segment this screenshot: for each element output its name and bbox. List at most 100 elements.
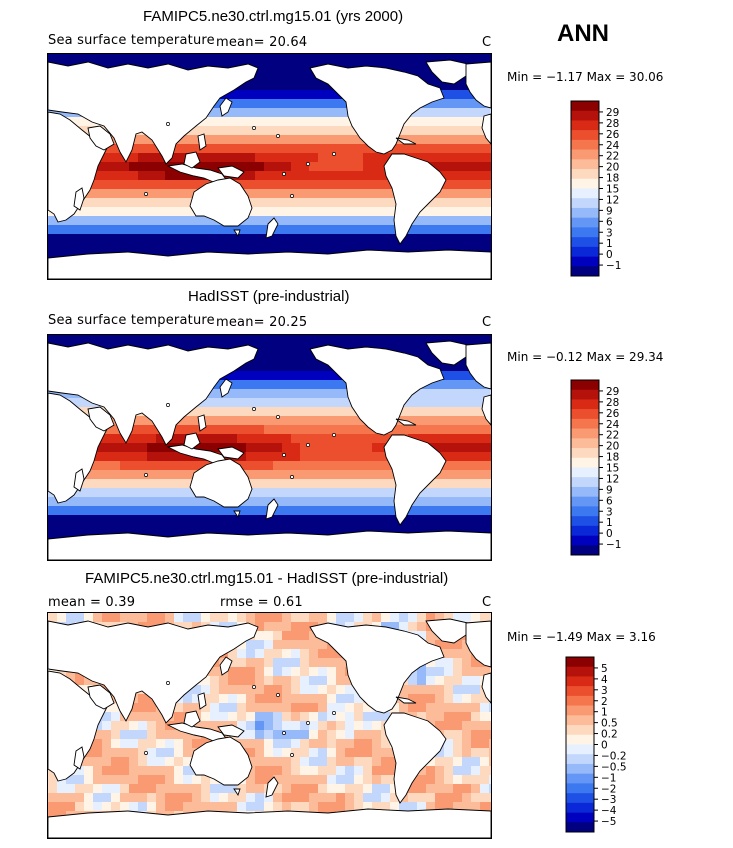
island-land xyxy=(166,122,170,126)
ocean-cell xyxy=(417,207,427,217)
ocean-cell xyxy=(102,802,112,812)
ocean-cell xyxy=(471,407,481,417)
ocean-cell xyxy=(48,515,58,525)
ocean-cell xyxy=(192,524,202,534)
ocean-cell xyxy=(255,198,265,208)
ocean-cell xyxy=(120,748,130,758)
ocean-cell xyxy=(201,434,211,444)
ocean-cell xyxy=(453,658,463,668)
island-land xyxy=(166,681,170,685)
ocean-cell xyxy=(300,775,310,785)
ocean-cell xyxy=(129,488,139,498)
ocean-cell xyxy=(363,180,373,190)
ocean-cell xyxy=(444,488,454,498)
ocean-cell xyxy=(192,694,202,704)
ocean-cell xyxy=(255,676,265,686)
ocean-cell xyxy=(480,225,490,235)
ocean-cell xyxy=(192,721,202,731)
ocean-cell xyxy=(273,757,283,767)
ocean-cell xyxy=(282,108,292,118)
ocean-cell xyxy=(192,216,202,226)
ocean-cell xyxy=(480,443,490,453)
ocean-cell xyxy=(345,488,355,498)
ocean-cell xyxy=(291,207,301,217)
ocean-cell xyxy=(327,775,337,785)
ocean-cell xyxy=(273,108,283,118)
ocean-cell xyxy=(462,766,472,776)
ocean-cell xyxy=(417,497,427,507)
ocean-cell xyxy=(201,425,211,435)
ocean-cell xyxy=(246,649,256,659)
ocean-cell xyxy=(435,380,445,390)
ocean-cell xyxy=(471,108,481,118)
ocean-cell xyxy=(309,488,319,498)
ocean-cell xyxy=(246,54,256,64)
ocean-cell xyxy=(174,515,184,525)
colorbar-swatch xyxy=(571,217,599,228)
ocean-cell xyxy=(471,225,481,235)
ocean-cell xyxy=(183,739,193,749)
colorbar-obs: 29 28 26 24 22 20 18 15 12 9 6 3 1 0 −1 xyxy=(570,379,651,556)
ocean-cell xyxy=(489,739,491,749)
ocean-cell xyxy=(372,225,382,235)
ocean-cell xyxy=(300,135,310,145)
ocean-cell xyxy=(165,243,175,253)
ocean-cell xyxy=(93,766,103,776)
ocean-cell xyxy=(345,407,355,417)
ocean-cell xyxy=(336,216,346,226)
ocean-cell xyxy=(156,739,166,749)
ocean-cell xyxy=(381,234,391,244)
ocean-cell xyxy=(246,712,256,722)
ocean-cell xyxy=(453,613,463,623)
ocean-cell xyxy=(246,108,256,118)
colorbar-swatch xyxy=(571,130,599,141)
colorbar-diff: 5 4 3 2 1 0.5 0.2 0 −0.2 −0.5 −1 −2 −3 −4 −5 xyxy=(565,656,646,833)
ocean-cell xyxy=(336,721,346,731)
ocean-cell xyxy=(201,225,211,235)
ocean-cell xyxy=(327,748,337,758)
ocean-cell xyxy=(192,180,202,190)
ocean-cell xyxy=(246,398,256,408)
ocean-cell xyxy=(300,667,310,677)
ocean-cell xyxy=(480,730,490,740)
ocean-cell xyxy=(426,117,436,127)
ocean-cell xyxy=(309,757,319,767)
ocean-cell xyxy=(147,506,157,516)
ocean-cell xyxy=(255,667,265,677)
ocean-cell xyxy=(462,793,472,803)
ocean-cell xyxy=(291,757,301,767)
ocean-cell xyxy=(246,434,256,444)
ocean-cell xyxy=(381,216,391,226)
ocean-cell xyxy=(363,515,373,525)
ocean-cell xyxy=(246,99,256,109)
ocean-cell xyxy=(201,694,211,704)
ocean-cell xyxy=(354,730,364,740)
ocean-cell xyxy=(219,425,229,435)
ocean-cell xyxy=(309,694,319,704)
ocean-cell xyxy=(273,515,283,525)
ocean-cell xyxy=(156,171,166,181)
ocean-cell xyxy=(426,784,436,794)
ocean-cell xyxy=(273,425,283,435)
ocean-cell xyxy=(309,649,319,659)
ocean-cell xyxy=(138,524,148,534)
ocean-cell xyxy=(273,416,283,426)
ocean-cell xyxy=(318,389,328,399)
ocean-cell xyxy=(210,54,220,64)
ocean-cell xyxy=(363,784,373,794)
ocean-cell xyxy=(210,434,220,444)
ocean-cell xyxy=(471,694,481,704)
ocean-cell xyxy=(453,380,463,390)
ocean-cell xyxy=(291,380,301,390)
ocean-cell xyxy=(462,398,472,408)
ocean-cell xyxy=(345,171,355,181)
ocean-cell xyxy=(354,198,364,208)
ocean-cell xyxy=(435,793,445,803)
ocean-cell xyxy=(318,425,328,435)
ocean-cell xyxy=(300,144,310,154)
ocean-cell xyxy=(57,54,67,64)
ocean-cell xyxy=(291,189,301,199)
ocean-cell xyxy=(480,243,490,253)
ocean-cell xyxy=(228,144,238,154)
ocean-cell xyxy=(336,757,346,767)
